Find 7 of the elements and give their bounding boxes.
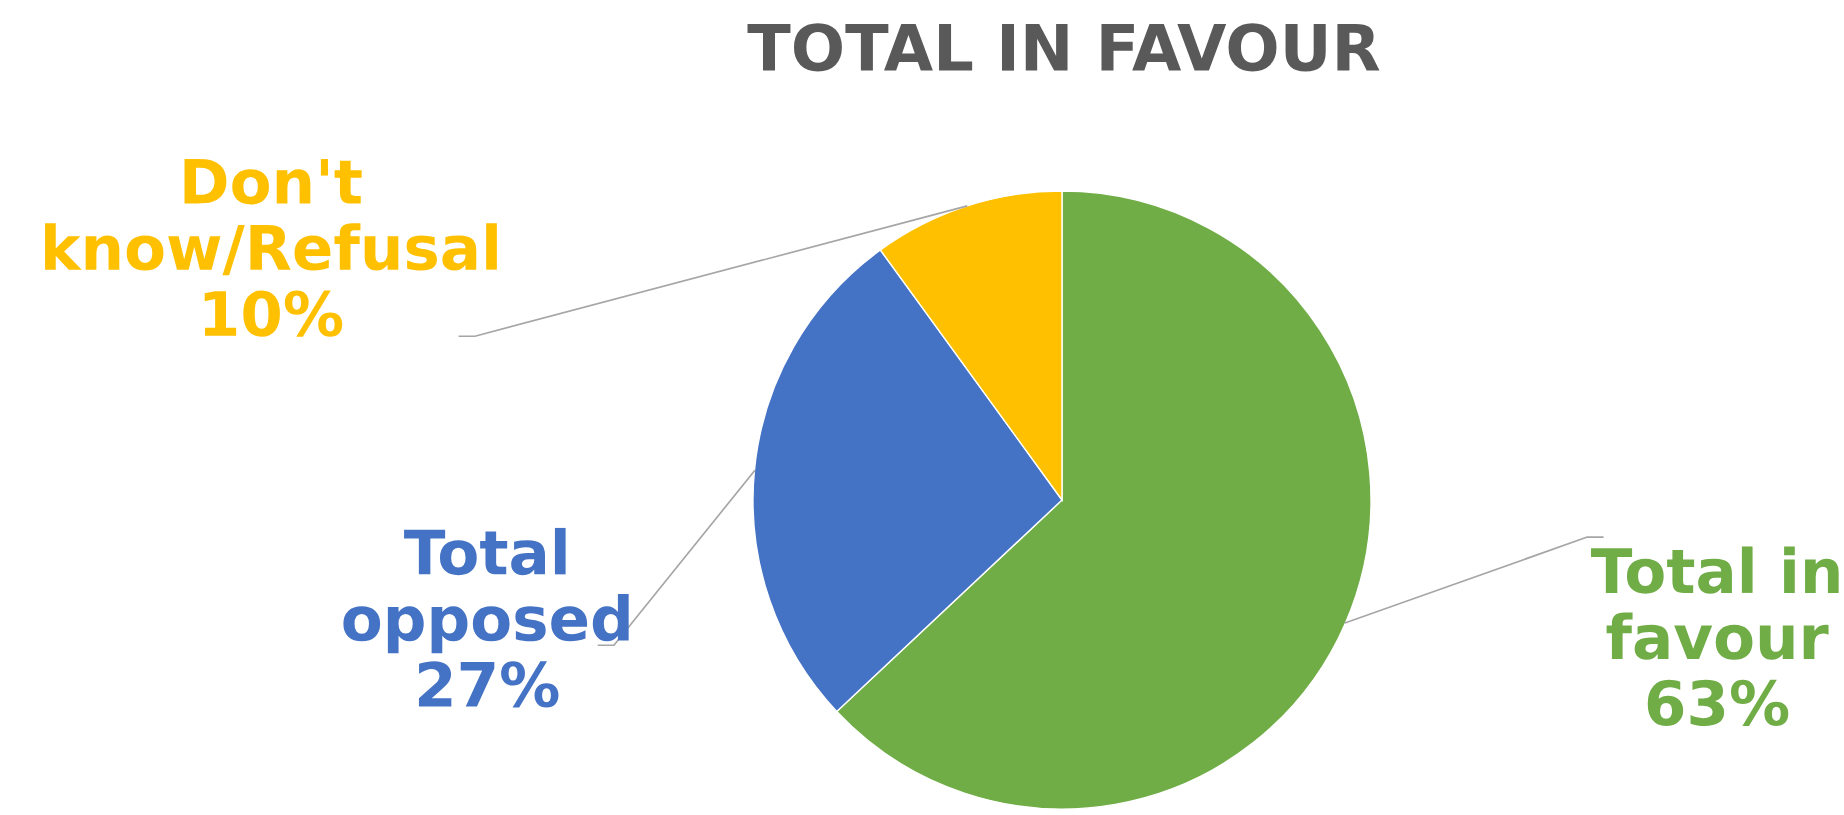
data-label: 10% [204, 290, 343, 337]
slice-label: Don't know/Refusal [45, 159, 497, 276]
slice-label: Total opposed [343, 527, 629, 654]
data-label: 27% [418, 661, 559, 708]
chart-title: TOTAL IN FAVOUR [747, 23, 1380, 72]
slice-label: Total in favour [1591, 546, 1839, 660]
data-label: 63% [1647, 679, 1789, 726]
